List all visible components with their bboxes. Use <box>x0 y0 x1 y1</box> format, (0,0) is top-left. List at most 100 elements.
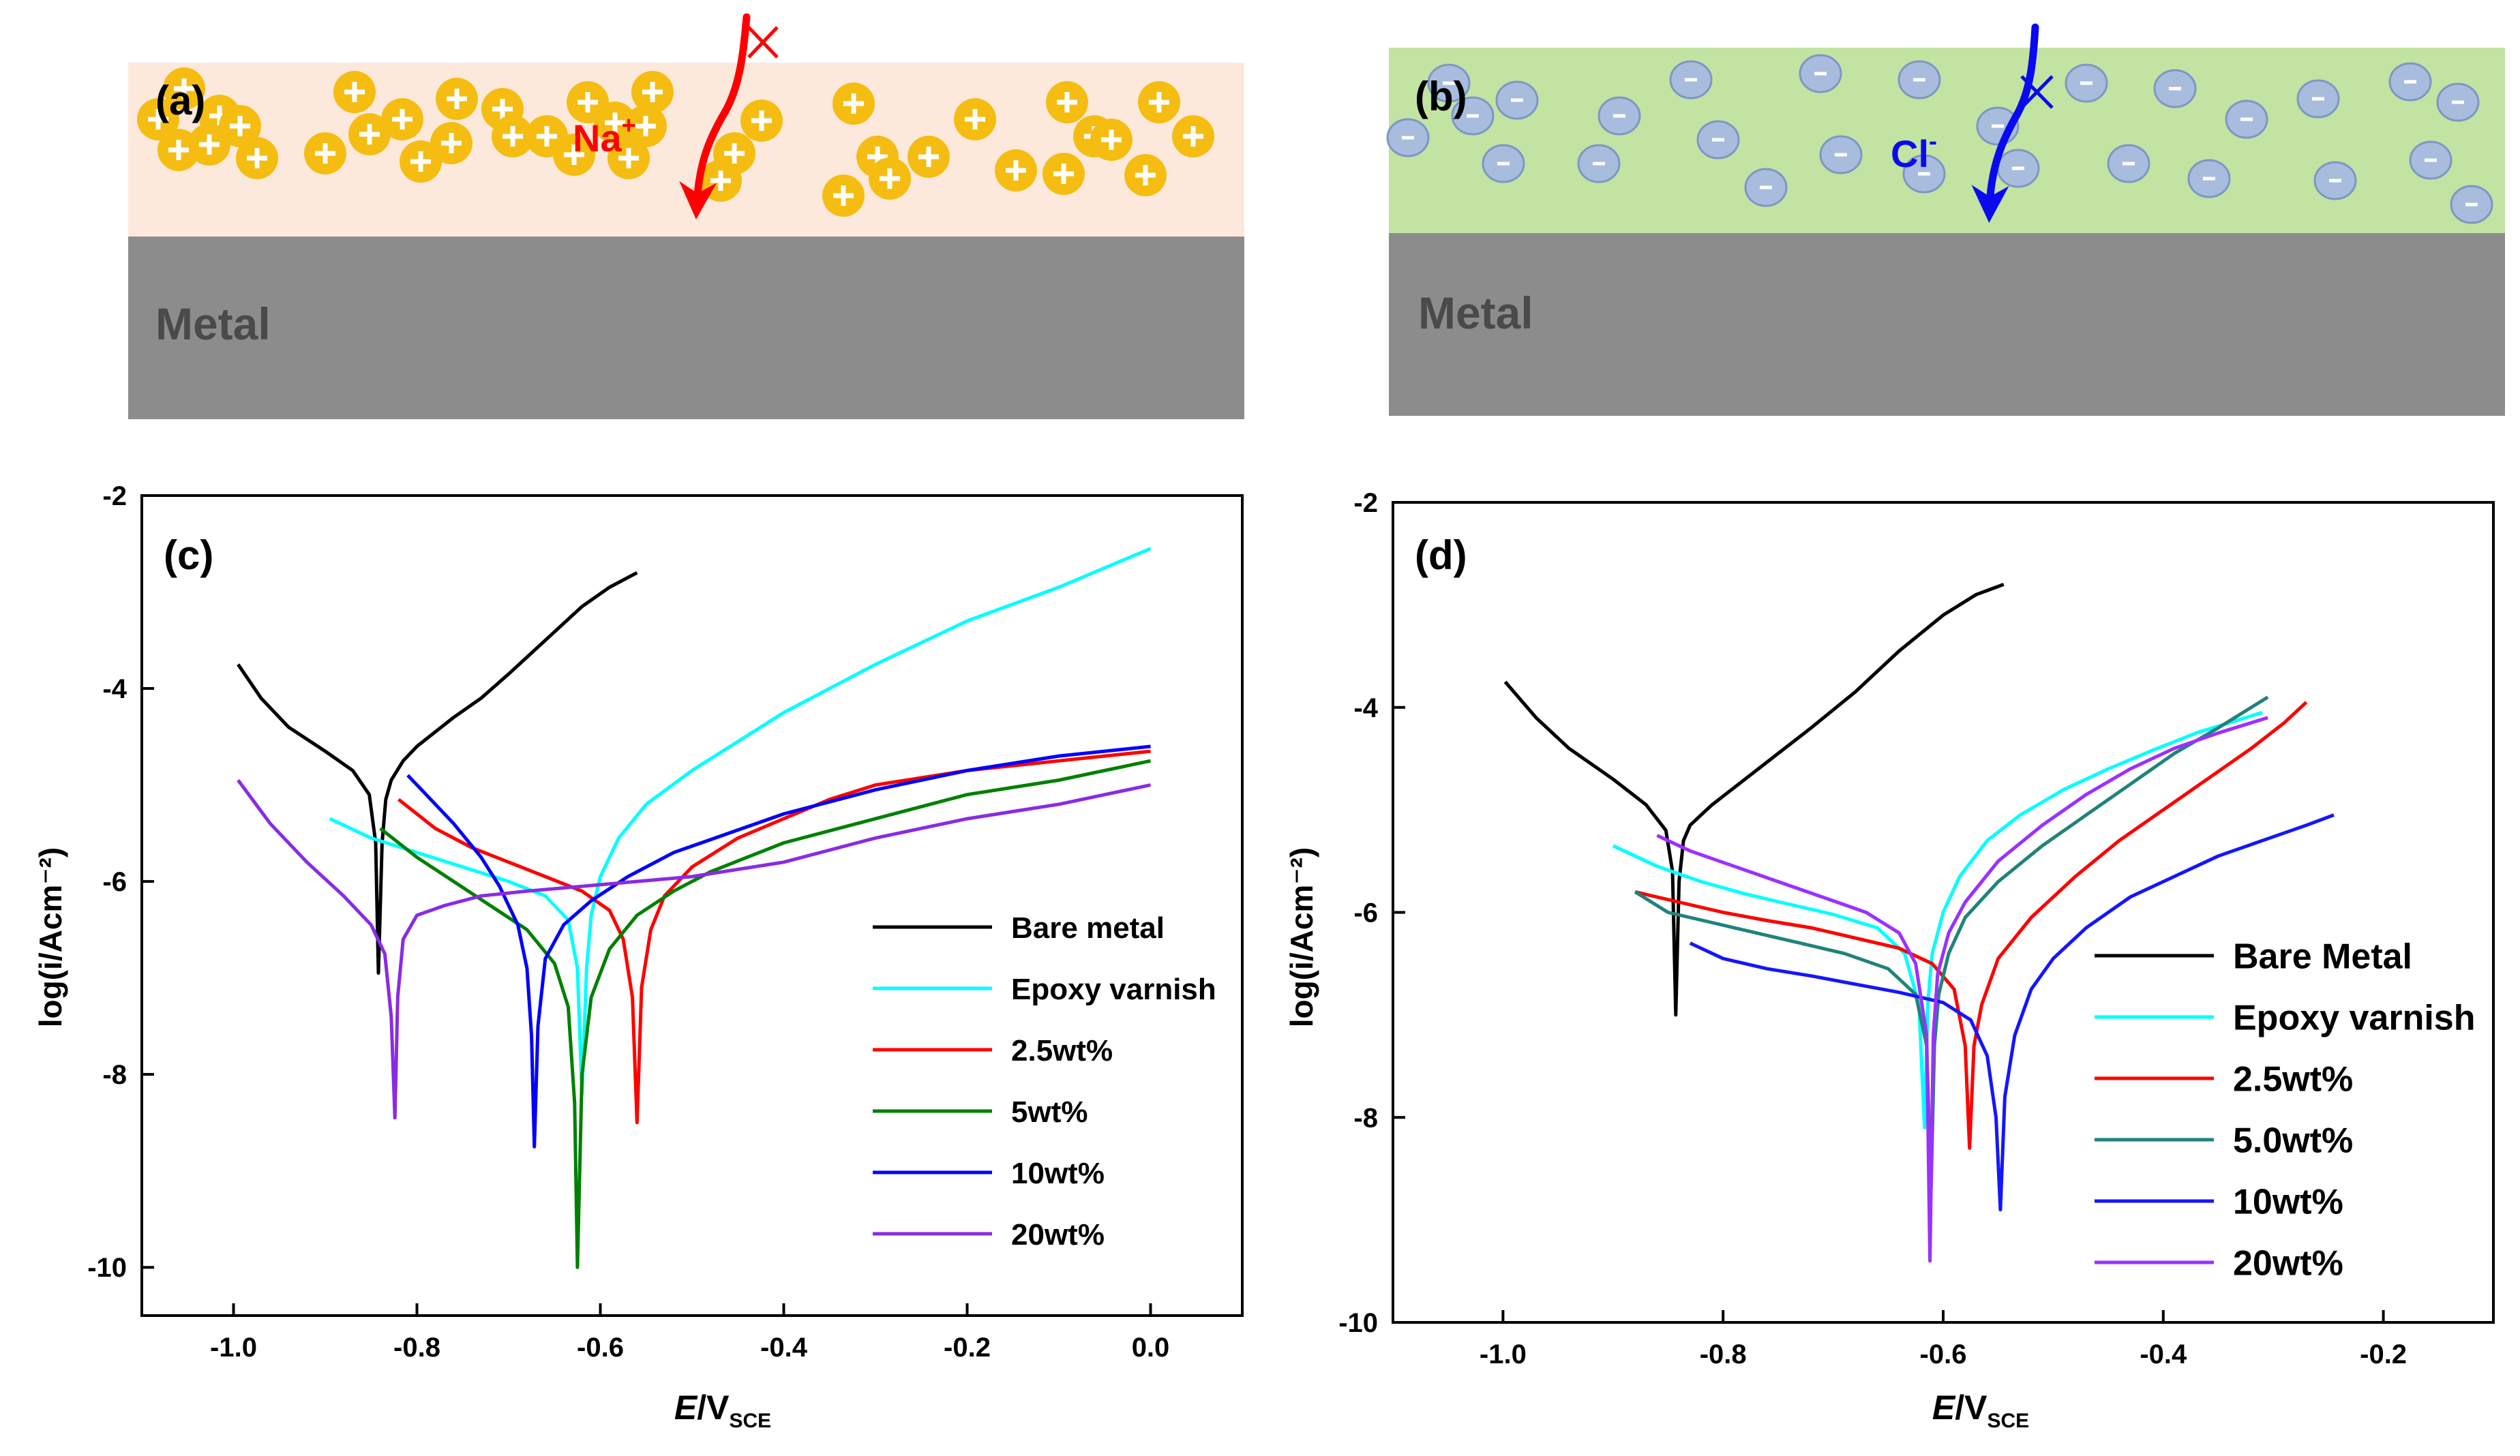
cation-particle <box>631 71 674 113</box>
legend-label: 20wt% <box>2233 1244 2343 1284</box>
cation-particle <box>236 137 278 179</box>
x-tick-label: -0.6 <box>1920 1339 1967 1369</box>
anion-particle <box>1897 60 1941 100</box>
legend-label: 5wt% <box>1011 1095 1088 1129</box>
series-line-epoxy-varnish <box>329 547 1152 1095</box>
anion-particle <box>2153 69 2197 108</box>
y-tick-label: -2 <box>102 481 127 511</box>
series-line-10wt- <box>406 744 1151 1149</box>
panel-label-b: (b) <box>1415 74 1467 119</box>
anion-particle <box>1577 144 1621 183</box>
anion-particle <box>1696 120 1740 160</box>
x-tick-label: -0.8 <box>393 1333 440 1363</box>
cation-particle <box>1090 119 1132 161</box>
legend-label: Epoxy varnish <box>1011 973 1216 1006</box>
series-line-5wt- <box>379 759 1152 1269</box>
anion-particle <box>2107 144 2150 183</box>
legend-label: Bare metal <box>1011 911 1165 945</box>
anion-particle <box>2436 82 2480 122</box>
y-tick-label: -4 <box>1353 693 1378 723</box>
metal-label-a: Metal <box>155 299 271 349</box>
anion-particle <box>2313 161 2357 200</box>
chart-d: (d) log(i/Acm⁻²) E/VSCE -1.0 -0.8 -0.6 -0.4… <box>1284 488 2495 1432</box>
x-tick-label: -0.2 <box>2360 1339 2407 1369</box>
cation-particle <box>219 105 261 147</box>
legend-label: 10wt% <box>1011 1157 1105 1190</box>
y-tick-label: -8 <box>102 1060 127 1090</box>
chart-d-x-axis-label: E/VSCE <box>1932 1389 2029 1432</box>
series-line-epoxy-varnish <box>1612 710 2263 1129</box>
metal-substrate-b <box>1389 233 2505 416</box>
anion-particle <box>1744 168 1788 207</box>
legend-label: 5.0wt% <box>2233 1121 2353 1161</box>
series-line-2-5wt- <box>397 749 1151 1125</box>
anion-group <box>1386 54 2493 224</box>
cation-particle <box>1124 154 1167 196</box>
cation-particle <box>400 140 442 183</box>
cation-particle <box>163 67 205 110</box>
cation-particle <box>492 115 534 157</box>
anion-particle <box>1902 154 1946 194</box>
metal-substrate-a <box>128 237 1244 419</box>
chart-d-y-axis-label: log(i/Acm⁻²) <box>1284 847 1319 1027</box>
cation-particle <box>348 113 391 155</box>
y-tick-label: -4 <box>102 674 127 704</box>
x-tick-label: -0.8 <box>1700 1339 1747 1369</box>
anion-particle <box>1495 80 1539 120</box>
x-tick-label: -0.6 <box>577 1333 624 1363</box>
legend-label: Bare Metal <box>2233 937 2412 977</box>
chart-c-y-axis-label: log(i/Acm⁻²) <box>33 847 68 1027</box>
blocked-cross-icon-a <box>747 26 779 59</box>
anion-particle <box>2065 63 2108 103</box>
anion-particle <box>1427 63 1471 103</box>
legend-label: 2.5wt% <box>1011 1034 1113 1067</box>
chloride-arrow <box>1971 23 2039 223</box>
cation-particle <box>381 98 423 140</box>
cation-particle <box>1042 153 1085 195</box>
cation-particle <box>822 175 865 217</box>
x-tick-label: -0.4 <box>760 1333 808 1363</box>
panel-label-d: (d) <box>1415 532 1467 578</box>
schematic-b: Metal (b) Cl- <box>1386 23 2505 416</box>
anion-particle <box>2187 159 2231 198</box>
x-tick-label: -1.0 <box>210 1333 257 1363</box>
y-tick-label: -10 <box>1338 1308 1378 1338</box>
anion-particle <box>1819 135 1863 175</box>
x-tick-label: -0.4 <box>2140 1339 2187 1369</box>
x-tick-label: -1.0 <box>1480 1339 1527 1369</box>
anion-particle <box>1669 60 1713 100</box>
cation-particle <box>907 136 950 178</box>
anion-particle <box>1597 96 1641 136</box>
series-line-20wt- <box>237 779 1152 1120</box>
panel-label-c: (c) <box>164 532 213 578</box>
anion-particle <box>2409 140 2452 180</box>
anion-particle <box>1386 118 1430 157</box>
legend-label: 10wt% <box>2233 1183 2343 1222</box>
series-line-20wt- <box>1656 716 2268 1263</box>
cation-particle <box>713 132 755 175</box>
cation-particle <box>869 157 911 200</box>
cation-particle <box>436 78 478 120</box>
cation-group <box>137 67 1214 217</box>
anion-particle <box>1799 54 1842 93</box>
panel-label-a: (a) <box>155 78 205 123</box>
cation-particle <box>188 123 230 166</box>
cation-particle <box>625 105 667 147</box>
legend-label: 2.5wt% <box>2233 1060 2353 1099</box>
cation-particle <box>594 102 636 144</box>
legend-label: Epoxy varnish <box>2233 999 2475 1038</box>
anion-particle <box>1996 149 2040 188</box>
cation-particle <box>740 100 783 142</box>
series-line-2-5wt- <box>1634 701 2308 1150</box>
y-tick-label: -2 <box>1353 488 1378 518</box>
anion-particle <box>1482 144 1525 183</box>
y-tick-label: -8 <box>1353 1103 1378 1133</box>
coating-layer-b <box>1389 48 2505 233</box>
chloride-ion-label: Cl- <box>1891 127 1937 175</box>
schematic-a: Metal (a) Na+ <box>128 13 1244 419</box>
cation-particle <box>553 134 595 176</box>
blocked-cross-icon-b <box>2020 75 2054 109</box>
anion-particle <box>2388 62 2432 102</box>
y-tick-label: -6 <box>102 867 127 897</box>
